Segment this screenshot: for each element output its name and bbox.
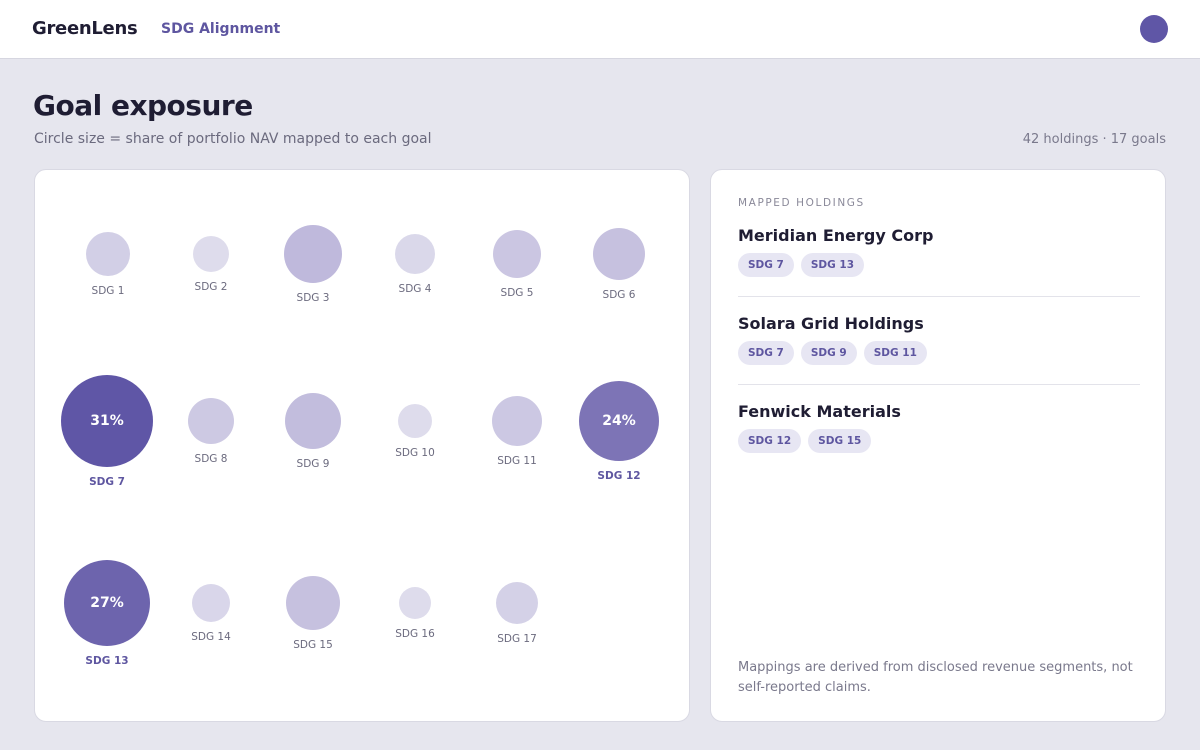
holding-tags: SDG 7 SDG 13 (738, 253, 1140, 277)
sdg-tag[interactable]: SDG 13 (800, 253, 865, 277)
goal-label: SDG 7 (89, 476, 125, 488)
goal-label: SDG 15 (293, 639, 333, 651)
goal-circle[interactable] (493, 230, 541, 278)
goal-circle[interactable] (593, 228, 645, 280)
goal-circle[interactable] (492, 396, 542, 446)
goal-circle[interactable] (86, 232, 130, 276)
nav-link-sdg-alignment[interactable]: SDG Alignment (161, 21, 281, 37)
holding-name: Fenwick Materials (738, 402, 901, 421)
sdg-tag[interactable]: SDG 9 (800, 341, 857, 365)
holding-card[interactable]: Fenwick Materials SDG 12 SDG 15 (738, 402, 1140, 453)
goal-label: SDG 12 (597, 470, 641, 482)
goal-circle[interactable] (285, 393, 341, 449)
sdg-tag[interactable]: SDG 7 (738, 341, 794, 365)
sdg-tag[interactable]: SDG 15 (808, 429, 872, 453)
goal-label: SDG 6 (602, 289, 636, 301)
goal-exposure-panel: SDG 1 SDG 2 SDG 3 SDG 4 SDG 5 SDG 6 31% SDG 7 SD… (34, 169, 690, 722)
goal-circle[interactable]: 27% (64, 560, 150, 646)
methodology-note: Mappings are derived from disclosed reve… (738, 660, 1133, 695)
goal-circle[interactable] (286, 576, 340, 630)
sdg-tag[interactable]: SDG 7 (738, 253, 794, 277)
goal-label: SDG 9 (296, 458, 330, 470)
goal-share-value: 24% (602, 413, 636, 429)
goal-label: SDG 13 (85, 655, 129, 667)
goal-circle[interactable] (395, 234, 435, 274)
goal-circle[interactable] (496, 582, 538, 624)
goal-circle[interactable] (398, 404, 432, 438)
portfolio-summary: 42 holdings · 17 goals (1022, 132, 1166, 147)
holding-name: Meridian Energy Corp (738, 226, 934, 245)
top-bar: GreenLens SDG Alignment (0, 0, 1200, 59)
goal-circle[interactable]: 24% (579, 381, 659, 461)
goal-label: SDG 4 (398, 283, 432, 295)
sdg-tag[interactable]: SDG 12 (738, 429, 802, 453)
goal-share-value: 31% (90, 413, 124, 429)
goal-label: SDG 17 (497, 633, 537, 645)
mapped-holdings-heading: MAPPED HOLDINGS (738, 197, 865, 209)
page-subtitle: Circle size = share of portfolio NAV map… (34, 131, 432, 147)
divider (738, 384, 1140, 385)
goal-circle[interactable] (284, 225, 342, 283)
goal-label: SDG 1 (91, 285, 125, 297)
goal-circle[interactable] (193, 236, 229, 272)
goal-share-value: 27% (90, 595, 124, 611)
sdg-tag[interactable]: SDG 11 (863, 341, 927, 365)
goal-label: SDG 5 (500, 287, 534, 299)
goal-label: SDG 2 (194, 281, 228, 293)
goal-circle[interactable] (399, 587, 431, 619)
goal-label: SDG 11 (497, 455, 537, 467)
goal-label: SDG 10 (395, 447, 435, 459)
goal-circle[interactable] (192, 584, 230, 622)
holding-name: Solara Grid Holdings (738, 314, 924, 333)
holding-card[interactable]: Meridian Energy Corp SDG 7 SDG 13 (738, 226, 1140, 277)
goal-circle[interactable]: 31% (61, 375, 153, 467)
goal-circle[interactable] (188, 398, 234, 444)
holding-tags: SDG 12 SDG 15 (738, 429, 1140, 453)
divider (738, 296, 1140, 297)
mapped-holdings-panel: MAPPED HOLDINGS Meridian Energy Corp SDG… (710, 169, 1166, 722)
holding-tags: SDG 7 SDG 9 SDG 11 (738, 341, 1140, 365)
holding-card[interactable]: Solara Grid Holdings SDG 7 SDG 9 SDG 11 (738, 314, 1140, 365)
goal-label: SDG 14 (191, 631, 231, 643)
avatar[interactable] (1140, 15, 1168, 43)
goal-label: SDG 8 (194, 453, 228, 465)
brand-logo[interactable]: GreenLens (32, 18, 138, 39)
goal-label: SDG 16 (395, 628, 435, 640)
page-title: Goal exposure (33, 89, 253, 122)
goal-label: SDG 3 (296, 292, 330, 304)
